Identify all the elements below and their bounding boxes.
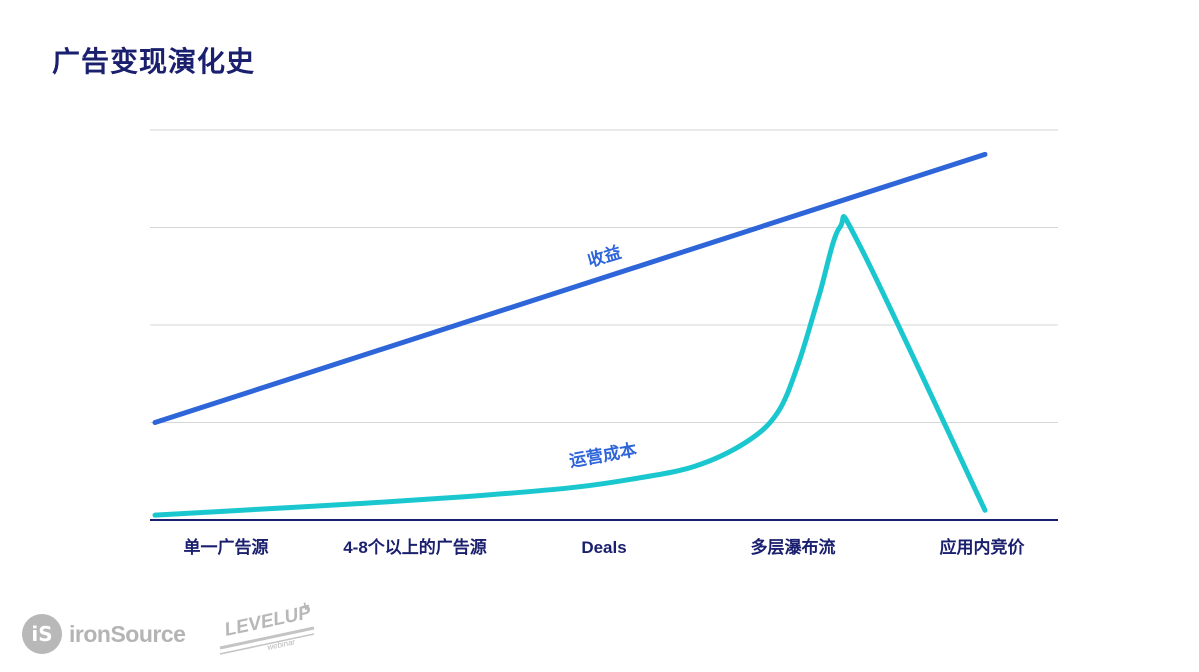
- ironsource-logo: iS ironSource: [22, 614, 186, 654]
- x-category-label: 单一广告源: [184, 537, 269, 557]
- levelup-underline-thin: [219, 633, 315, 655]
- x-category-label: 4-8个以上的广告源: [343, 537, 487, 557]
- series-label-cost: 运营成本: [568, 439, 638, 471]
- levelup-sub: webinar: [267, 637, 297, 652]
- ironsource-wordmark: ironSource: [69, 620, 186, 647]
- levelup-underline: [219, 626, 315, 650]
- footer: iS ironSource LEVELUP + webinar: [22, 598, 342, 662]
- levelup-plus: +: [299, 598, 311, 616]
- x-category-label: 应用内竞价: [940, 537, 1026, 557]
- levelup-text: LEVELUP: [223, 602, 313, 641]
- series-cost-line: [152, 214, 988, 518]
- series-label-revenue: 收益: [585, 242, 623, 271]
- chart-series: [152, 151, 988, 518]
- ironsource-mark-icon: iS: [22, 614, 62, 654]
- levelup-webinar-logo: LEVELUP + webinar: [219, 598, 315, 655]
- page-title: 广告变现演化史: [52, 46, 256, 77]
- x-category-label: 多层瀑布流: [751, 537, 836, 557]
- x-category-label: Deals: [581, 538, 626, 557]
- series-revenue-line: [152, 151, 988, 425]
- chart-gridlines: [150, 129, 1058, 423]
- x-axis-categories: 单一广告源 4-8个以上的广告源 Deals 多层瀑布流 应用内竞价: [184, 537, 1026, 557]
